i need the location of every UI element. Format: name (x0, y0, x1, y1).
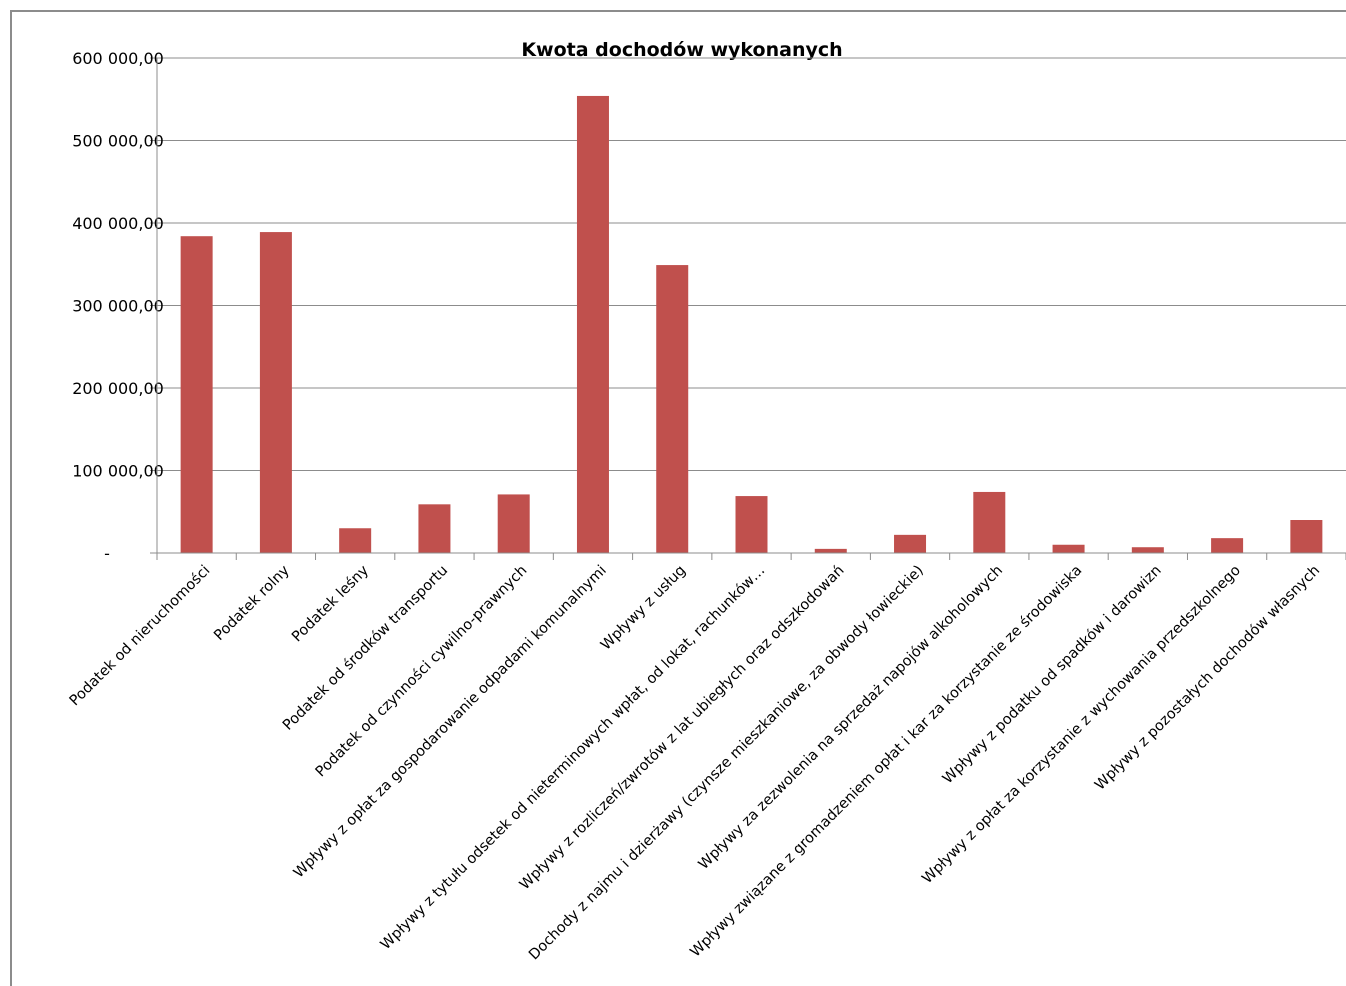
y-tick-label: - (104, 544, 110, 563)
y-axis-ticks: - 100 000,00 200 000,00 300 000,00 400 000,0… (72, 49, 164, 563)
x-category-label: Wpływy z opłat za gospodarowanie odpadam… (291, 563, 610, 882)
x-category-label: Podatek leśny (289, 562, 372, 645)
y-tick-label: 500 000,00 (72, 132, 164, 151)
x-category-label: Wpływy z usług (598, 563, 689, 654)
bar (259, 232, 292, 553)
y-tick-label: 200 000,00 (72, 379, 164, 398)
x-category-label: Wpływy z tytułu odsetek od nieterminowyc… (378, 563, 769, 954)
bar (814, 548, 847, 553)
x-category-label: Podatek rolny (211, 562, 293, 644)
bar (656, 265, 689, 553)
bar (180, 236, 213, 553)
y-tick-label: 100 000,00 (72, 462, 164, 481)
x-category-label: Dochody z najmu i dzierżawy (czynsze mie… (526, 563, 927, 964)
bar (576, 95, 609, 553)
x-category-label: Podatek od nieruchomości (67, 563, 214, 710)
bar (973, 491, 1006, 553)
bar (497, 494, 530, 553)
bars (180, 95, 1323, 553)
bar (735, 496, 768, 553)
axes (156, 58, 1346, 560)
x-category-label: Wpływy związane z gromadzeniem opłat i k… (688, 563, 1086, 961)
x-category-label: Wpływy za zezwolenia na sprzedaż napojów… (696, 563, 1006, 873)
bar (339, 528, 372, 553)
bar (894, 534, 927, 553)
bar (1131, 547, 1164, 553)
gridlines (157, 57, 1346, 471)
bar (1052, 544, 1085, 553)
y-tick-label: 600 000,00 (72, 49, 164, 68)
chart-title: Kwota dochodów wykonanych (521, 39, 842, 61)
y-tick-label: 400 000,00 (72, 214, 164, 233)
x-category-label: Podatek od środków transportu (280, 563, 451, 734)
bar (1290, 520, 1323, 553)
y-tick-label: 300 000,00 (72, 297, 164, 316)
bar (418, 504, 451, 553)
bar (1211, 538, 1244, 553)
